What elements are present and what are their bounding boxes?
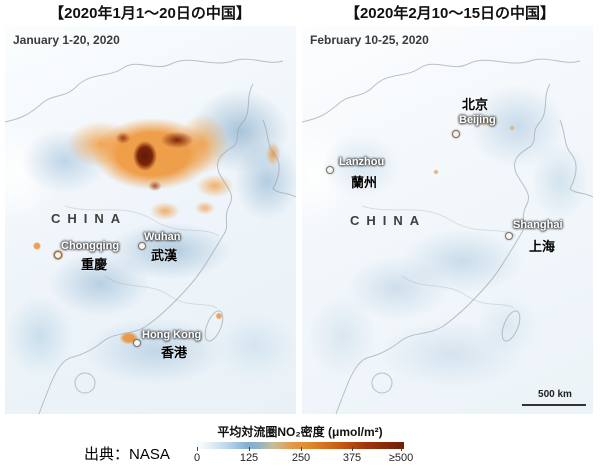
city-label-hongkong-zh: 香港 <box>161 345 188 360</box>
scale-bar-label: 500 km <box>538 389 572 400</box>
city-label-hongkong-en: Hong Kong <box>142 329 202 341</box>
country-borders-overlay <box>5 58 296 414</box>
colorbar-tickmark <box>401 447 402 451</box>
city-label-beijing-zh: 北京 <box>462 97 489 112</box>
no2-density-art-february <box>302 26 593 414</box>
city-label-wuhan-en: Wuhan <box>144 231 181 243</box>
map-date-label-january: January 1-20, 2020 <box>13 33 120 47</box>
city-marker-hongkong <box>133 339 141 347</box>
colorbar-tickmark <box>197 447 198 451</box>
country-borders-overlay <box>302 58 593 414</box>
map-february: February 10-25, 2020 CHINA 北京 Beijing La… <box>302 26 593 414</box>
colorbar-ticklabel: 250 <box>291 452 311 464</box>
colorbar-gradient <box>196 442 404 449</box>
colorbar-tickmark <box>352 447 353 451</box>
colorbar-tickmark <box>301 447 302 451</box>
city-marker-lanzhou <box>326 166 334 174</box>
colorbar-tickmark <box>249 447 250 451</box>
source-credit: 出典：NASA <box>84 446 170 463</box>
colorbar-ticklabel: 0 <box>193 452 201 464</box>
city-label-chongqing-zh: 重慶 <box>81 257 108 272</box>
scale-bar-line <box>522 404 586 406</box>
map-january: January 1-20, 2020 CHINA Chongqing 重慶 Wu… <box>5 26 296 414</box>
city-label-shanghai-zh: 上海 <box>529 239 556 254</box>
city-label-beijing-en: Beijing <box>459 114 496 126</box>
colorbar-ticklabel: ≥500 <box>388 452 414 464</box>
colorbar-title: 平均対流圏NO₂密度 (μmol/m²) <box>217 425 383 439</box>
city-label-wuhan-zh: 武漢 <box>151 248 178 263</box>
city-label-shanghai-en: Shanghai <box>513 219 563 231</box>
city-marker-wuhan <box>138 242 146 250</box>
city-marker-beijing <box>452 130 460 138</box>
colorbar-ticklabel: 375 <box>342 452 362 464</box>
city-marker-shanghai <box>505 232 513 240</box>
left-panel-title: 【2020年1月1～20日の中国】 <box>49 5 251 22</box>
country-label-china-right: CHINA <box>350 213 427 228</box>
city-label-lanzhou-en: Lanzhou <box>339 156 385 168</box>
map-date-label-february: February 10-25, 2020 <box>310 33 429 47</box>
city-label-chongqing-en: Chongqing <box>61 240 120 252</box>
colorbar-ticklabel: 125 <box>239 452 259 464</box>
no2-density-art-january <box>5 26 296 414</box>
city-marker-chongqing <box>54 251 62 259</box>
country-label-china-left: CHINA <box>51 211 128 226</box>
city-label-lanzhou-zh: 蘭州 <box>351 175 378 190</box>
right-panel-title: 【2020年2月10～15日の中国】 <box>344 5 556 22</box>
